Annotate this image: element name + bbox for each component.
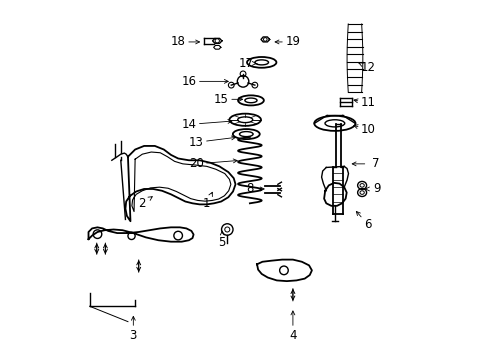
Text: 2: 2 xyxy=(138,197,146,210)
Text: 12: 12 xyxy=(360,60,375,73)
Text: 14: 14 xyxy=(181,118,196,131)
Text: 6: 6 xyxy=(364,218,371,231)
Text: 4: 4 xyxy=(288,329,296,342)
Text: 9: 9 xyxy=(373,183,380,195)
Text: 11: 11 xyxy=(360,96,375,109)
Text: 18: 18 xyxy=(170,35,185,49)
Text: 10: 10 xyxy=(360,123,375,136)
Text: 15: 15 xyxy=(213,93,228,106)
Text: 7: 7 xyxy=(371,157,378,170)
Text: 20: 20 xyxy=(188,157,203,170)
Text: 8: 8 xyxy=(245,183,253,195)
Text: 16: 16 xyxy=(181,75,196,88)
Text: 17: 17 xyxy=(238,57,253,70)
Text: 19: 19 xyxy=(285,35,300,49)
Text: 1: 1 xyxy=(203,197,210,210)
Text: 13: 13 xyxy=(188,136,203,149)
Text: 5: 5 xyxy=(218,236,225,249)
Text: 3: 3 xyxy=(129,329,137,342)
